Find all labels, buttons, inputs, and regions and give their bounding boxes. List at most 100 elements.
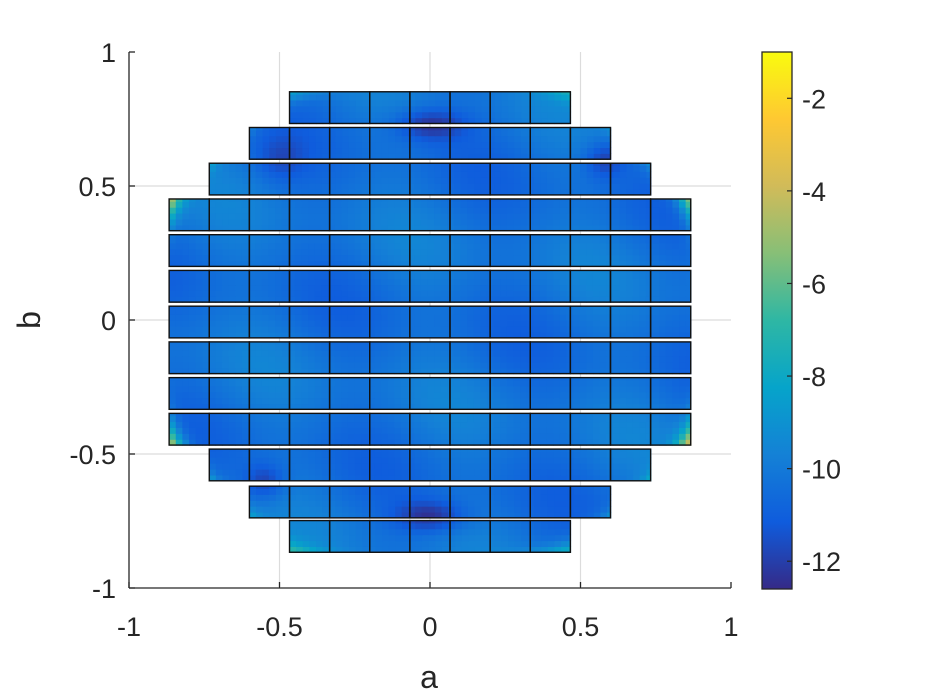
heatmap-cell — [367, 415, 376, 423]
heatmap-cell — [473, 272, 481, 280]
heatmap-cell — [375, 506, 383, 513]
heatmap-cell — [493, 290, 501, 297]
heatmap-cell — [427, 355, 435, 363]
heatmap-cell — [249, 449, 257, 452]
heatmap-cell — [685, 234, 692, 238]
heatmap-cell — [375, 528, 383, 536]
heatmap-cell — [514, 147, 522, 154]
heatmap-cell — [500, 403, 508, 410]
heatmap-cell — [415, 520, 423, 524]
heatmap-cell — [308, 129, 317, 137]
heatmap-cell — [560, 449, 568, 452]
heatmap-cell — [592, 314, 601, 321]
heatmap-cell — [639, 449, 647, 452]
heatmap-cell — [513, 469, 522, 476]
heatmap-cell — [685, 278, 692, 286]
heatmap-cell — [355, 546, 363, 553]
heatmap-cell — [507, 511, 515, 519]
heatmap-cell — [342, 141, 350, 149]
heatmap-cell — [354, 236, 362, 244]
heatmap-cell — [460, 260, 468, 267]
heatmap-cell — [387, 278, 395, 286]
heatmap-cell — [579, 397, 587, 405]
heatmap-cell — [592, 306, 601, 309]
heatmap-cell — [632, 427, 640, 434]
heatmap-cell — [387, 260, 395, 267]
heatmap-cell — [262, 183, 270, 190]
heatmap-cell — [435, 546, 443, 553]
heatmap-cell — [275, 439, 283, 446]
heatmap-cell — [195, 234, 203, 238]
heatmap-cell — [626, 254, 634, 262]
heatmap-cell — [639, 320, 647, 327]
heatmap-cell — [626, 377, 634, 381]
heatmap-cell — [599, 270, 607, 274]
heatmap-cell — [546, 463, 555, 470]
heatmap-cell — [554, 511, 562, 519]
heatmap-cell — [665, 397, 673, 405]
heatmap-cell — [395, 135, 403, 143]
heatmap-cell — [553, 212, 561, 220]
heatmap-cell — [679, 201, 687, 208]
heatmap-cell — [228, 198, 236, 202]
heatmap-cell — [448, 486, 456, 489]
heatmap-cell — [228, 236, 236, 244]
heatmap-cell — [195, 290, 203, 297]
heatmap-cell — [289, 135, 297, 143]
heatmap-cell — [633, 451, 641, 458]
heatmap-cell — [461, 522, 469, 530]
heatmap-cell — [368, 153, 376, 160]
heatmap-cell — [619, 449, 628, 452]
heatmap-cell — [513, 189, 522, 196]
heatmap-cell — [407, 248, 415, 256]
heatmap-cell — [169, 361, 177, 369]
heatmap-cell — [632, 344, 640, 351]
heatmap-cell — [460, 308, 468, 315]
heatmap-cell — [169, 326, 177, 333]
heatmap-cell — [520, 367, 528, 375]
heatmap-cell — [460, 326, 468, 333]
heatmap-cell — [182, 403, 190, 410]
heatmap-cell — [586, 270, 594, 274]
heatmap-cell — [645, 413, 654, 417]
heatmap-cell — [235, 469, 243, 476]
heatmap-cell — [513, 449, 522, 452]
heatmap-cell — [414, 224, 422, 232]
heatmap-cell — [420, 361, 428, 369]
heatmap-cell — [679, 306, 687, 309]
heatmap-cell — [539, 344, 548, 351]
heatmap-cell — [341, 207, 349, 214]
heatmap-cell — [401, 474, 409, 482]
heatmap-cell — [281, 391, 289, 399]
heatmap-cell — [381, 242, 389, 250]
heatmap-cell — [341, 272, 349, 280]
heatmap-cell — [374, 326, 382, 333]
heatmap-cell — [188, 379, 197, 387]
heatmap-cell — [473, 201, 481, 208]
heatmap-cell — [347, 234, 356, 238]
heatmap-cell — [341, 415, 349, 423]
heatmap-cell — [281, 341, 289, 345]
heatmap-cell — [228, 361, 236, 369]
heatmap-cell — [328, 278, 336, 286]
heatmap-cell — [414, 341, 422, 345]
heatmap-cell — [473, 379, 481, 387]
heatmap-cell — [547, 540, 556, 547]
heatmap-cell — [309, 522, 317, 530]
heatmap-cell — [586, 451, 594, 458]
heatmap-cell — [447, 385, 455, 393]
heatmap-cell — [508, 528, 516, 536]
heatmap-cell — [315, 488, 323, 495]
heatmap-cell — [241, 350, 250, 357]
heatmap-cell — [295, 488, 303, 495]
heatmap-cell — [175, 415, 183, 423]
heatmap-cell — [268, 361, 276, 369]
heatmap-cell — [580, 449, 588, 452]
heatmap-cell — [507, 135, 515, 143]
heatmap-cell — [659, 415, 667, 423]
heatmap-cell — [527, 528, 536, 536]
heatmap-cell — [308, 488, 317, 495]
heatmap-cell — [296, 534, 304, 542]
heatmap-cell — [560, 506, 568, 513]
heatmap-cell — [559, 198, 568, 202]
